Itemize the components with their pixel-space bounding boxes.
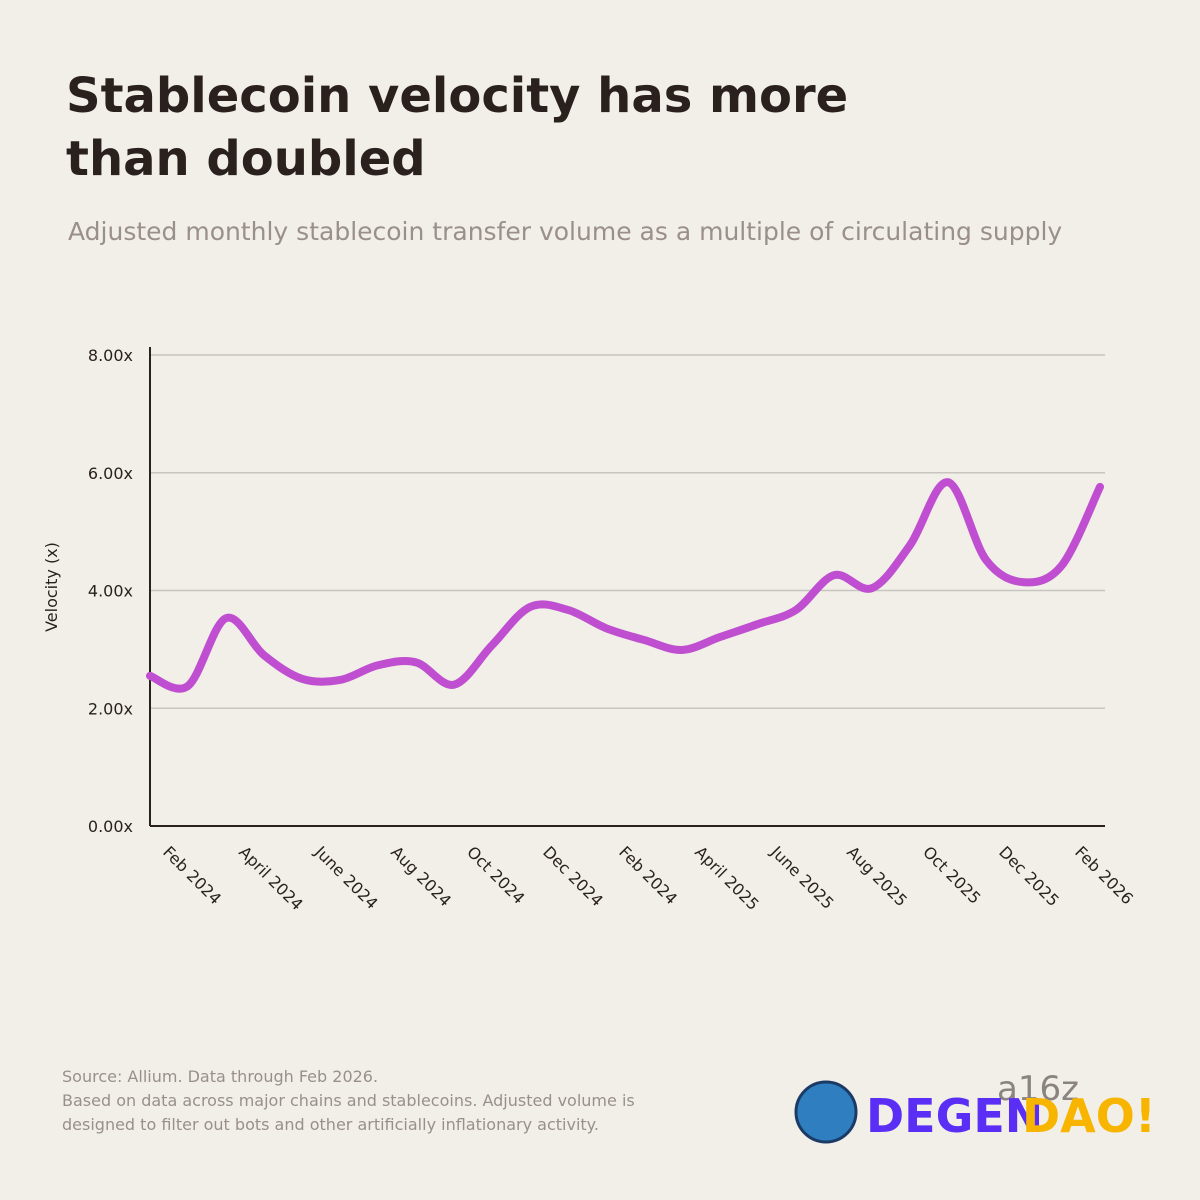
footnote: designed to filter out bots and other ar… xyxy=(62,1115,599,1134)
x-tick-label: Feb 2024 xyxy=(159,842,225,908)
line xyxy=(146,478,1104,693)
chart-subtitle: Adjusted monthly stablecoin transfer vol… xyxy=(68,217,1062,246)
x-tick-label: June 2025 xyxy=(766,842,837,913)
footnote: Based on data across major chains and st… xyxy=(62,1091,635,1110)
footnote: Source: Allium. Data through Feb 2026. xyxy=(62,1067,378,1086)
x-tick-label: Aug 2025 xyxy=(843,842,911,910)
x-tick-label: Feb 2024 xyxy=(615,842,681,908)
x-tick-label: Dec 2025 xyxy=(995,842,1063,910)
logo-text: DEGEN xyxy=(866,1089,1043,1143)
x-tick-label: Feb 2026 xyxy=(1071,842,1137,908)
x-tick-label: Dec 2024 xyxy=(539,842,607,910)
y-tick-label: 8.00x xyxy=(88,346,133,365)
y-tick-label: 2.00x xyxy=(88,699,133,718)
logo-icon xyxy=(794,1080,858,1144)
chart-title: than doubled xyxy=(66,131,426,187)
x-tick-label: April 2025 xyxy=(691,842,763,914)
x-tick-label: Aug 2024 xyxy=(387,842,455,910)
x-tick-label: Oct 2025 xyxy=(919,842,984,907)
y-tick-label: 4.00x xyxy=(88,582,133,601)
x-tick-label: Oct 2024 xyxy=(463,842,528,907)
chart-title: Stablecoin velocity has more xyxy=(66,68,848,124)
y-axis-label: Velocity (x) xyxy=(42,542,61,632)
y-tick-label: 6.00x xyxy=(88,464,133,483)
logo-text: DAO! xyxy=(1022,1089,1156,1143)
watermark-brand: a16z xyxy=(997,1069,1079,1109)
x-tick-label: April 2024 xyxy=(235,842,307,914)
x-tick-label: June 2024 xyxy=(310,842,381,913)
y-tick-label: 0.00x xyxy=(88,817,133,836)
